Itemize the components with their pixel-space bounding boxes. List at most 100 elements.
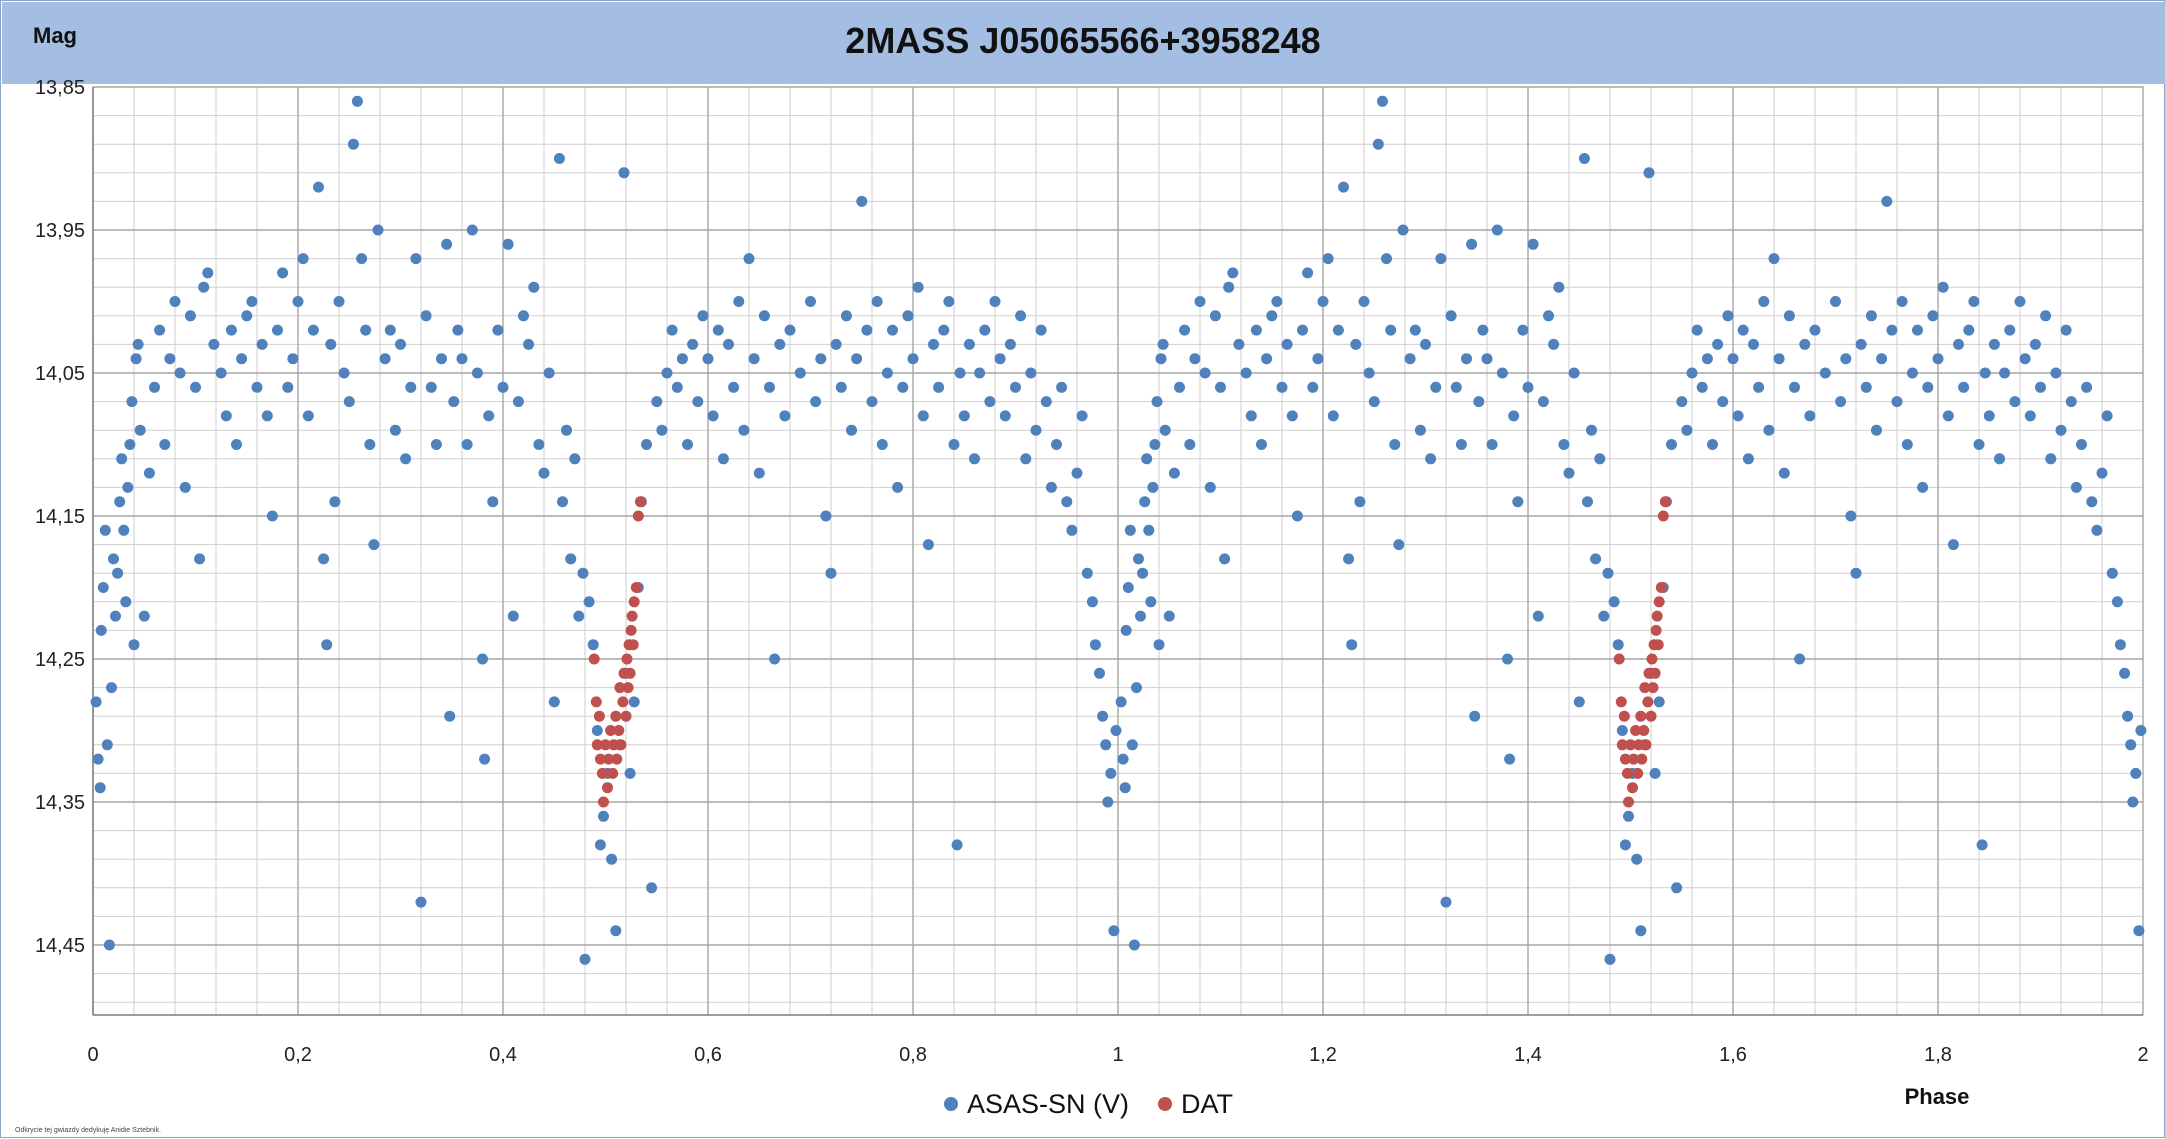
asassn-point: [1455, 439, 1467, 450]
asassn-point: [1876, 353, 1888, 365]
asassn-point: [1543, 310, 1554, 322]
dat-point: [1630, 725, 1642, 736]
asassn-point: [1973, 439, 1985, 450]
asassn-point: [618, 167, 630, 179]
dat-point: [620, 710, 632, 722]
asassn-point: [1271, 296, 1283, 307]
asassn-point: [1240, 367, 1252, 379]
asassn-point: [143, 467, 155, 479]
asassn-point: [1377, 95, 1388, 107]
asassn-point: [236, 353, 248, 365]
asassn-point: [1502, 653, 1513, 665]
asassn-point: [1409, 324, 1421, 336]
asassn-point: [92, 753, 104, 765]
asassn-point: [1653, 696, 1665, 708]
asassn-point: [528, 281, 540, 293]
asassn-point: [95, 624, 107, 636]
dat-point: [1621, 767, 1633, 779]
asassn-point: [1151, 396, 1163, 408]
asassn-point: [661, 367, 673, 379]
dat-point: [1651, 610, 1663, 622]
asassn-point: [461, 439, 473, 450]
asassn-point: [1097, 710, 1109, 722]
dat-point: [1639, 682, 1651, 694]
asassn-point: [1110, 725, 1122, 736]
dat-point: [1635, 710, 1647, 722]
asassn-point: [565, 553, 577, 565]
asassn-point: [1131, 682, 1142, 694]
y-tick-label: 13,85: [35, 77, 85, 99]
asassn-point: [2119, 667, 2131, 679]
asassn-point: [1942, 410, 1954, 422]
asassn-point: [1722, 310, 1734, 322]
asassn-point: [1643, 167, 1655, 179]
asassn-point: [753, 467, 765, 479]
asassn-point: [1608, 596, 1620, 608]
asassn-point: [126, 396, 138, 408]
asassn-point: [1676, 396, 1688, 408]
x-tick-label: 1,4: [1514, 1044, 1542, 1066]
chart-title: 2MASS J05065566+3958248: [845, 20, 1320, 61]
asassn-point: [1119, 782, 1131, 794]
asassn-point: [114, 496, 126, 508]
asassn-point: [2050, 367, 2062, 379]
asassn-point: [1076, 410, 1088, 422]
asassn-point: [1120, 624, 1132, 636]
asassn-point: [1568, 367, 1580, 379]
asassn-point: [122, 481, 134, 493]
asassn-point: [1122, 582, 1134, 593]
asassn-point: [1219, 553, 1231, 565]
asassn-point: [1473, 396, 1485, 408]
asassn-point: [743, 253, 755, 265]
asassn-point: [815, 353, 827, 365]
asassn-point: [415, 896, 427, 908]
asassn-point: [1590, 553, 1602, 565]
asassn-point: [1137, 567, 1149, 579]
dat-point: [634, 496, 646, 508]
asassn-point: [1666, 439, 1677, 450]
asassn-point: [1025, 367, 1037, 379]
asassn-point: [610, 925, 622, 937]
asassn-point: [384, 324, 396, 336]
asassn-point: [728, 381, 740, 393]
asassn-point: [1553, 281, 1565, 293]
asassn-point: [231, 439, 242, 450]
dat-point: [594, 753, 606, 765]
asassn-point: [307, 324, 319, 336]
asassn-point: [1681, 424, 1693, 436]
asassn-point: [266, 510, 278, 522]
asassn-point: [984, 396, 996, 408]
asassn-point: [1976, 839, 1988, 851]
asassn-point: [215, 367, 227, 379]
asassn-point: [1338, 181, 1349, 193]
asassn-point: [99, 524, 111, 536]
asassn-point: [1199, 367, 1211, 379]
asassn-point: [1425, 453, 1437, 465]
asassn-point: [90, 696, 102, 708]
asassn-point: [364, 439, 376, 450]
asassn-point: [1631, 853, 1643, 865]
asassn-point: [1141, 453, 1153, 465]
asassn-point: [1616, 725, 1628, 736]
asassn-point: [1783, 310, 1795, 322]
asassn-point: [1707, 439, 1718, 450]
asassn-point: [2091, 524, 2103, 536]
asassn-point: [1147, 481, 1159, 493]
asassn-point: [840, 310, 852, 322]
asassn-point: [1227, 267, 1239, 279]
asassn-point: [561, 424, 572, 436]
x-tick-label: 2: [2137, 1044, 2148, 1066]
dat-point: [1613, 653, 1625, 665]
dat-point: [610, 710, 622, 722]
asassn-point: [779, 410, 791, 422]
asassn-point: [202, 267, 214, 279]
asassn-point: [733, 296, 745, 307]
data-points: [90, 95, 2147, 965]
dat-point: [1618, 710, 1630, 722]
asassn-point: [702, 353, 714, 365]
asassn-point: [958, 410, 970, 422]
dat-point: [1636, 753, 1648, 765]
asassn-point: [764, 381, 775, 393]
asassn-point: [830, 338, 842, 350]
asassn-point: [1066, 524, 1078, 536]
